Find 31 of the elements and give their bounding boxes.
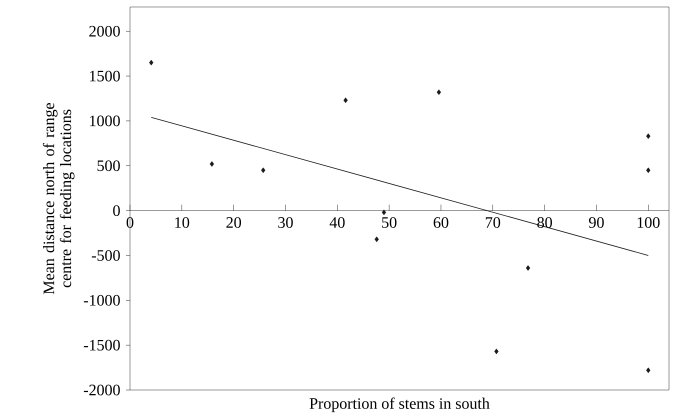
x-tick-label: 10 bbox=[175, 217, 190, 228]
y-tick-label: -2000 bbox=[84, 384, 120, 396]
x-tick-label: 70 bbox=[486, 217, 500, 228]
point bbox=[526, 265, 530, 271]
x-tick-label: 100 bbox=[638, 217, 660, 228]
y-tick-label: -500 bbox=[92, 250, 120, 261]
x-tick-label: 80 bbox=[537, 217, 552, 228]
y-tick-label: 1000 bbox=[90, 116, 120, 126]
x-tick-label: 50 bbox=[382, 217, 396, 228]
y-tick-label: -1500 bbox=[84, 340, 120, 351]
point bbox=[646, 133, 650, 139]
point bbox=[382, 210, 386, 216]
point bbox=[436, 89, 442, 96]
x-tick-label: 60 bbox=[434, 217, 448, 228]
y-tick-label: 0 bbox=[113, 205, 120, 216]
y-tick-label: 2000 bbox=[89, 26, 120, 37]
point bbox=[210, 161, 214, 167]
x-axis-title: Proportion of stems in south bbox=[310, 398, 490, 412]
y-tick-label: -1000 bbox=[84, 294, 120, 306]
point bbox=[343, 97, 348, 104]
x-tick-label: 0 bbox=[126, 217, 134, 228]
y-tick-label: 500 bbox=[98, 160, 120, 172]
y-tick-label: 1500 bbox=[90, 70, 120, 82]
x-tick-label: 20 bbox=[226, 217, 242, 228]
x-tick-label: 40 bbox=[330, 217, 345, 228]
point bbox=[374, 236, 379, 242]
y-axis-title: Mean distance north of range centre for feeding locations bbox=[42, 103, 74, 294]
x-tick-label: 30 bbox=[278, 217, 293, 228]
point bbox=[494, 348, 499, 354]
x-tick-label: 90 bbox=[588, 217, 604, 228]
point bbox=[149, 60, 154, 66]
